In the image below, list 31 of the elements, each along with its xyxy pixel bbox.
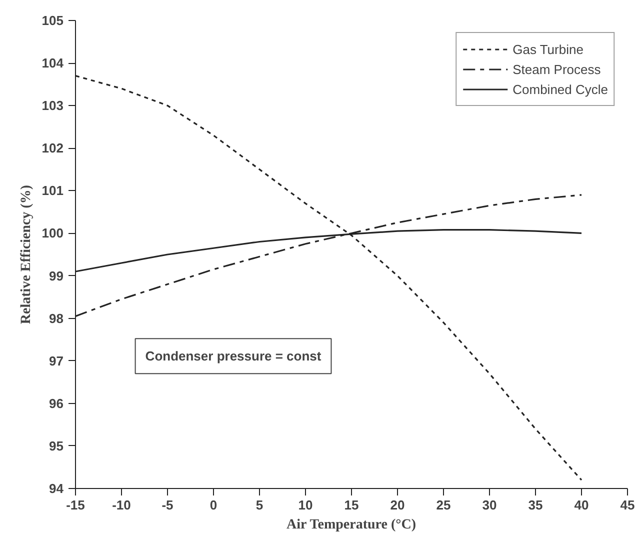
x-tick-label: 5 (256, 498, 264, 512)
legend-label: Gas Turbine (512, 42, 584, 56)
y-tick-label: 105 (42, 13, 64, 28)
y-tick-label: 99 (49, 268, 64, 284)
x-tick-label: -10 (112, 498, 131, 512)
x-tick-label: 40 (574, 498, 589, 512)
x-axis-title: Air Temperature (°C) (286, 518, 416, 532)
y-tick-label: 94 (49, 481, 64, 496)
x-tick-label: -5 (162, 498, 174, 512)
y-tick-label: 102 (42, 140, 64, 156)
y-tick-label: 104 (42, 56, 64, 71)
y-axis-title: Relative Efficiency (%) (18, 184, 34, 324)
legend-label: Combined Cycle (512, 82, 608, 96)
annotation: Condenser pressure = const (145, 348, 322, 364)
x-tick-label: 25 (436, 498, 451, 512)
x-tick-label: 35 (528, 498, 543, 512)
x-tick-label: 30 (482, 498, 497, 512)
x-tick-label: 0 (210, 498, 218, 512)
y-tick-label: 100 (42, 226, 64, 241)
y-tick-label: 103 (42, 98, 64, 114)
y-tick-label: 101 (42, 183, 64, 198)
x-tick-label: 15 (344, 498, 359, 512)
y-tick-label: 96 (49, 396, 64, 411)
y-tick-label: 97 (49, 353, 64, 368)
x-tick-label: 10 (298, 498, 313, 512)
y-tick-label: 98 (49, 310, 64, 326)
x-tick-label: 45 (620, 498, 635, 512)
y-tick-label: 95 (49, 438, 64, 454)
legend-label: Steam Process (512, 62, 601, 76)
x-tick-label: -15 (66, 498, 85, 512)
x-tick-label: 20 (390, 498, 405, 512)
